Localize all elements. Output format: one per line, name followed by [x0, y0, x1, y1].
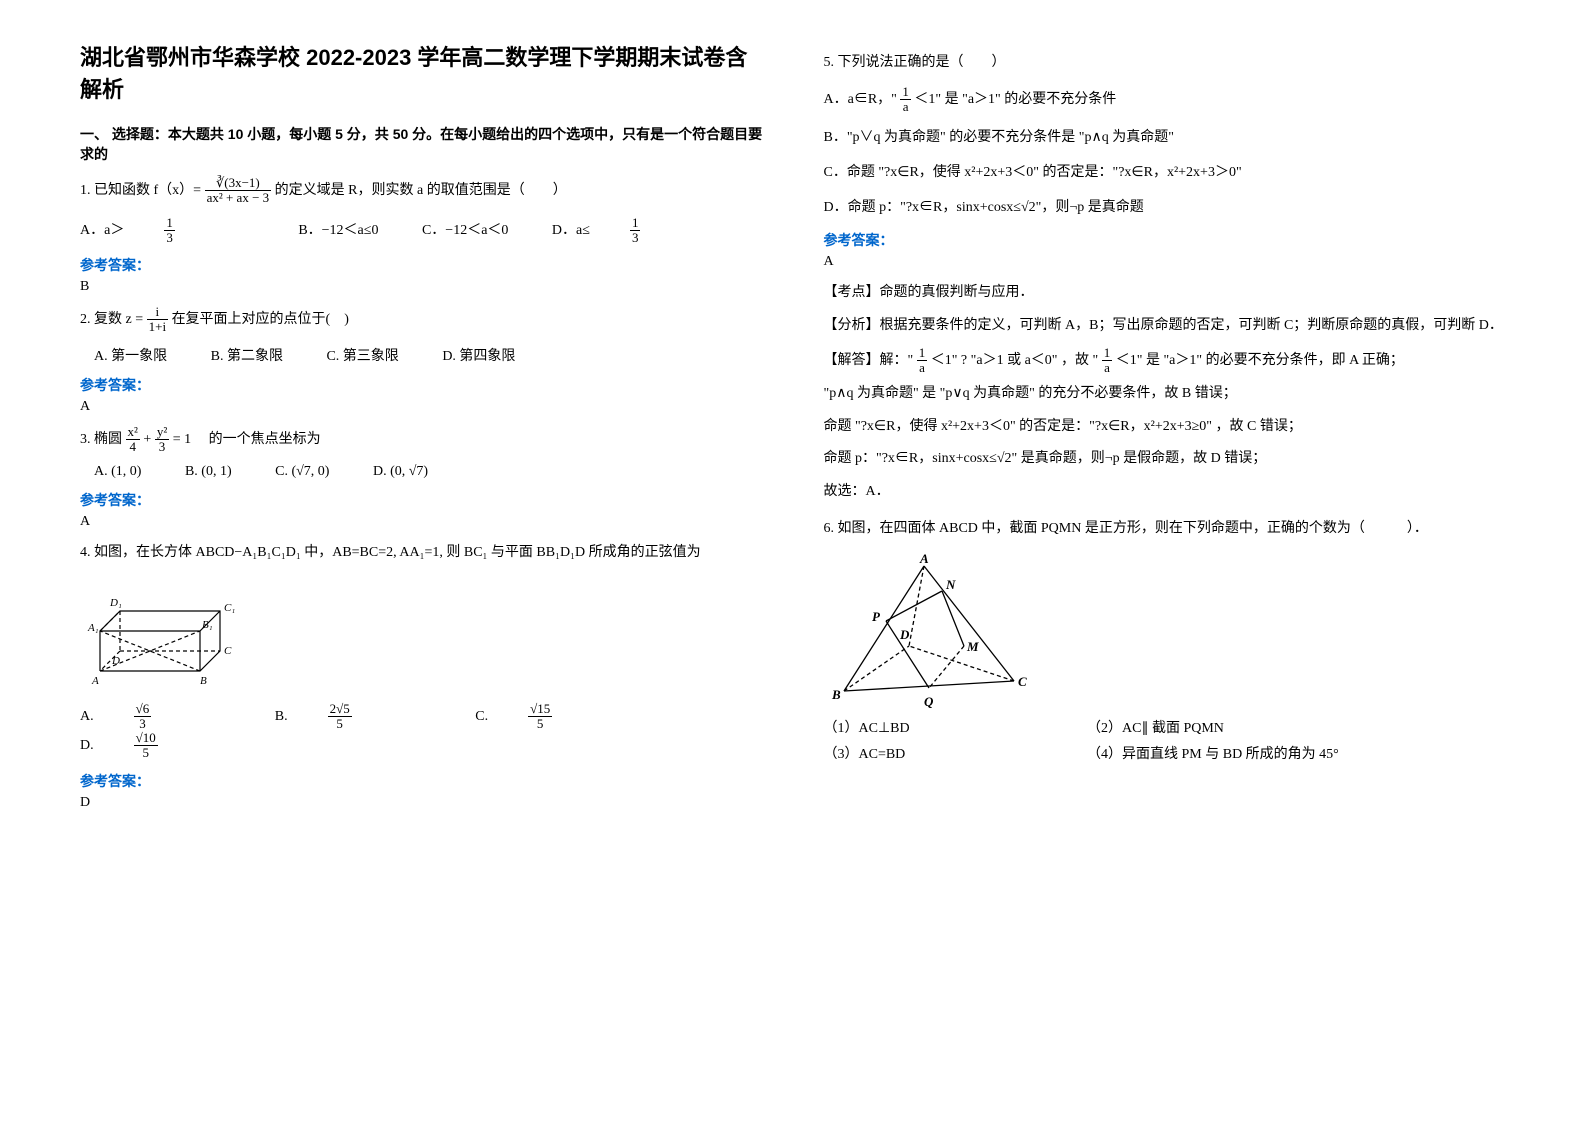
tetrahedron-diagram: A B C D P Q M N: [824, 551, 1034, 711]
q5-answer: A: [824, 254, 1508, 270]
q5-jieda-2: "p∧q 为真命题" 是 "p∨q 为真命题" 的充分不必要条件，故 B 错误；: [824, 381, 1508, 408]
q1-opt-b: B．−12＜a≤0: [298, 219, 378, 239]
answer-label: 参考答案：: [80, 490, 764, 510]
q3-opt-b: B. (0, 1): [185, 464, 232, 480]
q5-jieda-5: 故选：A．: [824, 479, 1508, 506]
q1-opt-d: D．a≤13: [552, 216, 721, 246]
q1-fraction: ∛(3x−1) ax² + ax − 3: [205, 176, 272, 206]
q5-opt-c: C．命题 "?x∈R，使得 x²+2x+3＜0" 的否定是："?x∈R，x²+2…: [824, 160, 1508, 185]
q1-opt-c: C．−12＜a＜0: [422, 219, 508, 239]
question-2: 2. 复数 z = i 1+i 在复平面上对应的点位于( ): [80, 305, 764, 335]
q2-options: A. 第一象限 B. 第二象限 C. 第三象限 D. 第四象限: [94, 345, 764, 365]
page-title: 湖北省鄂州市华森学校 2022-2023 学年高二数学理下学期期末试卷含解析: [80, 40, 764, 104]
q2-opt-a: A. 第一象限: [94, 345, 167, 365]
answer-label: 参考答案：: [824, 230, 1508, 250]
q2-fraction: i 1+i: [147, 305, 168, 335]
question-1: 1. 已知函数 f（x）= ∛(3x−1) ax² + ax − 3 的定义域是…: [80, 176, 764, 206]
svg-text:P: P: [872, 609, 881, 624]
question-3: 3. 椭圆 x²4 + y²3 = 1 的一个焦点坐标为: [80, 425, 764, 455]
q6-options-row1: （1）AC⊥BD （2）AC∥ 截面 PQMN: [824, 717, 1508, 737]
q2-opt-d: D. 第四象限: [442, 345, 515, 365]
question-4: 4. 如图，在长方体 ABCD−A₁B₁C₁D₁ 中，AB=BC=2, AA₁=…: [80, 540, 764, 565]
svg-text:D₁: D₁: [109, 597, 122, 609]
q4-opt-c: C. √155: [475, 702, 632, 732]
svg-text:D: D: [111, 655, 120, 667]
answer-label: 参考答案：: [80, 771, 764, 791]
q2-opt-b: B. 第二象限: [211, 345, 283, 365]
q5-jieda-3: 命题 "?x∈R，使得 x²+2x+3＜0" 的否定是："?x∈R，x²+2x+…: [824, 414, 1508, 441]
svg-text:C₁: C₁: [224, 602, 235, 614]
q4-opt-d: D. √105: [80, 731, 238, 761]
q3-opt-c: C. (√7, 0): [275, 464, 329, 480]
q1-options: A．a＞13 B．−12＜a≤0 C．−12＜a＜0 D．a≤13: [80, 216, 764, 246]
q5-opt-a: A．a∈R，" 1a ＜1" 是 "a＞1" 的必要不充分条件: [824, 85, 1508, 115]
q6-opt-4: （4）异面直线 PM 与 BD 所成的角为 45°: [1087, 743, 1339, 763]
q6-opt-1: （1）AC⊥BD: [824, 717, 1044, 737]
q5-fenxi: 【分析】根据充要条件的定义，可判断 A，B；写出原命题的否定，可判断 C；判断原…: [824, 313, 1508, 340]
svg-text:C: C: [1018, 674, 1027, 689]
svg-text:B₁: B₁: [202, 619, 213, 631]
q5-jieda-4: 命题 p："?x∈R，sinx+cosx≤√2" 是真命题，则¬p 是假命题，故…: [824, 446, 1508, 473]
answer-label: 参考答案：: [80, 255, 764, 275]
svg-text:A₁: A₁: [87, 622, 99, 634]
q3-opt-a: A. (1, 0): [94, 464, 141, 480]
cuboid-diagram: A B C D A₁ B₁ C₁ D₁: [80, 576, 250, 696]
svg-text:A: A: [91, 675, 99, 687]
q3-opt-d: D. (0, √7): [373, 464, 428, 480]
q6-opt-2: （2）AC∥ 截面 PQMN: [1087, 717, 1224, 737]
svg-text:B: B: [831, 687, 841, 702]
q1-text: 1. 已知函数 f（x）=: [80, 183, 205, 198]
q5-kaodian: 【考点】命题的真假判断与应用．: [824, 280, 1508, 307]
q5-opt-b: B．"p∨q 为真命题" 的必要不充分条件是 "p∧q 为真命题": [824, 125, 1508, 150]
q1-opt-a: A．a＞13: [80, 216, 255, 246]
q6-options-row2: （3）AC=BD （4）异面直线 PM 与 BD 所成的角为 45°: [824, 743, 1508, 763]
answer-label: 参考答案：: [80, 375, 764, 395]
svg-text:N: N: [945, 577, 956, 592]
q2-opt-c: C. 第三象限: [326, 345, 398, 365]
svg-text:B: B: [200, 675, 207, 687]
q4-answer: D: [80, 795, 764, 811]
q3-answer: A: [80, 514, 764, 530]
q2-answer: A: [80, 399, 764, 415]
svg-text:Q: Q: [924, 694, 934, 709]
q4-opt-a: A. √63: [80, 702, 231, 732]
q1-answer: B: [80, 279, 764, 295]
svg-text:C: C: [224, 645, 232, 657]
q6-opt-3: （3）AC=BD: [824, 743, 1044, 763]
q4-options: A. √63 B. 2√55 C. √155 D. √105: [80, 702, 764, 761]
q3-options: A. (1, 0) B. (0, 1) C. (√7, 0) D. (0, √7…: [94, 464, 764, 480]
section-heading: 一、 选择题：本大题共 10 小题，每小题 5 分，共 50 分。在每小题给出的…: [80, 124, 764, 164]
svg-text:A: A: [919, 551, 929, 566]
question-6: 6. 如图，在四面体 ABCD 中，截面 PQMN 是正方形，则在下列命题中，正…: [824, 516, 1508, 541]
q5-jieda-1: 【解答】解：" 1a ＜1" ? "a＞1 或 a＜0" ，故 " 1a ＜1"…: [824, 346, 1508, 376]
svg-text:M: M: [966, 639, 979, 654]
question-5: 5. 下列说法正确的是（ ）: [824, 50, 1508, 75]
q4-opt-b: B. 2√55: [275, 702, 432, 732]
q1-suffix: 的定义域是 R，则实数 a 的取值范围是（ ）: [275, 183, 567, 198]
svg-text:D: D: [899, 627, 910, 642]
q5-opt-d: D．命题 p："?x∈R，sinx+cosx≤√2"，则¬p 是真命题: [824, 195, 1508, 220]
